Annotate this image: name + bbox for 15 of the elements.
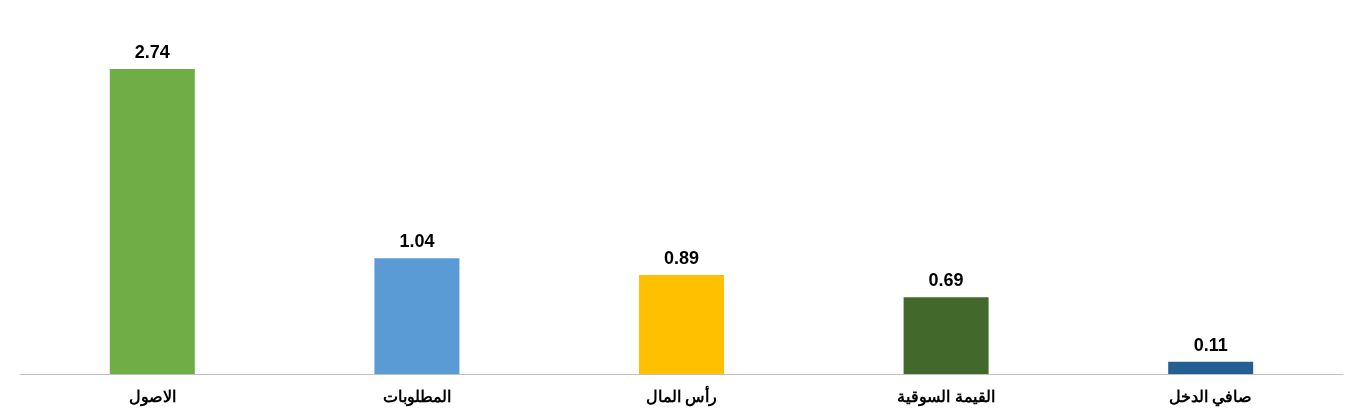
x-tick-label: المطلوبات [382, 387, 451, 407]
bar [903, 297, 989, 374]
bar [1168, 361, 1254, 374]
x-tick-label: الاصول [128, 387, 176, 407]
bar [639, 274, 724, 374]
data-label: 0.89 [663, 247, 700, 268]
x-tick-label: رأس المال [645, 384, 718, 407]
data-label: 2.74 [134, 41, 170, 62]
data-label: 0.69 [928, 270, 964, 291]
bar [374, 258, 460, 374]
bar [109, 68, 195, 374]
data-label: 1.04 [399, 231, 435, 252]
x-tick-label: القيمة السوقية [897, 387, 995, 407]
x-tick-label: صافي الدخل [1168, 387, 1253, 407]
data-label: 0.11 [1193, 334, 1228, 355]
